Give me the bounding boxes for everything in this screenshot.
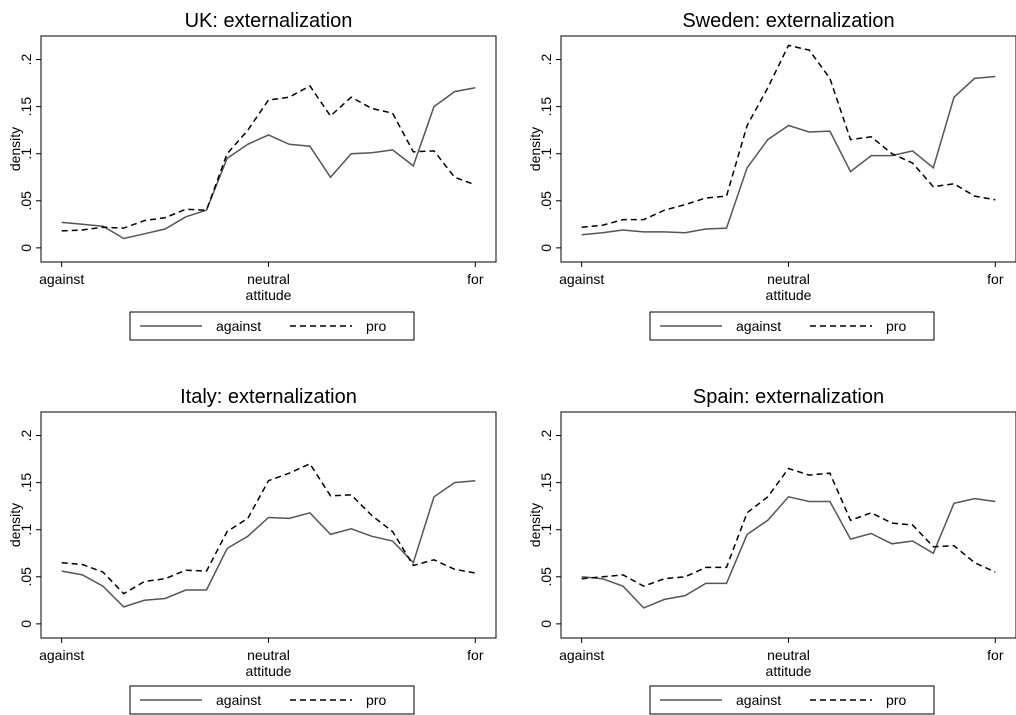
plot-frame [40, 411, 497, 639]
legend-label: pro [886, 318, 906, 334]
y-tick-label: .15 [18, 473, 34, 493]
series-line [61, 479, 476, 608]
x-tick-label: neutral [247, 647, 290, 663]
legend-label: against [736, 692, 781, 708]
y-axis-label: density [7, 127, 23, 171]
legend-label: pro [886, 692, 906, 708]
y-tick-label: 0 [18, 244, 34, 252]
chart-title: Spain: externalization [693, 386, 884, 408]
x-tick-label: for [987, 647, 1004, 663]
legend-label: against [736, 318, 781, 334]
legend-label: pro [366, 692, 386, 708]
y-axis-label: density [7, 503, 23, 547]
y-tick-label: 0 [538, 620, 554, 628]
y-tick-label: .15 [538, 97, 554, 117]
series-line [581, 75, 996, 236]
y-tick-label: .1 [538, 148, 554, 160]
x-tick-label: against [559, 647, 604, 663]
x-tick-label: against [39, 271, 84, 287]
x-axis-label: attitude [246, 663, 292, 679]
y-tick-label: .05 [18, 567, 34, 587]
series-line [61, 462, 476, 595]
series-line [61, 87, 476, 240]
plot-frame [560, 35, 1016, 263]
legend-label: against [216, 692, 261, 708]
y-tick-label: .2 [538, 429, 554, 441]
y-tick-label: .15 [538, 473, 554, 493]
y-axis-label: density [527, 127, 543, 171]
x-tick-label: neutral [767, 271, 810, 287]
y-tick-label: .05 [538, 567, 554, 587]
y-tick-label: 0 [18, 620, 34, 628]
x-tick-label: against [39, 647, 84, 663]
y-axis-label: density [527, 503, 543, 547]
x-tick-label: against [559, 271, 604, 287]
x-tick-label: neutral [767, 647, 810, 663]
y-tick-label: .2 [538, 53, 554, 65]
y-tick-label: .1 [18, 524, 34, 536]
y-tick-label: .2 [18, 429, 34, 441]
y-tick-label: .05 [18, 191, 34, 211]
x-axis-label: attitude [766, 663, 812, 679]
series-line [581, 495, 996, 609]
series-line [61, 84, 476, 232]
legend-label: against [216, 318, 261, 334]
plot-frame [560, 411, 1016, 639]
x-axis-label: attitude [246, 287, 292, 303]
x-tick-label: for [987, 271, 1004, 287]
x-axis-label: attitude [766, 287, 812, 303]
x-tick-label: for [467, 647, 484, 663]
y-tick-label: .15 [18, 97, 34, 117]
y-tick-label: 0 [538, 244, 554, 252]
plot-frame [40, 35, 497, 263]
x-tick-label: for [467, 271, 484, 287]
chart-title: UK: externalization [185, 10, 353, 32]
y-tick-label: .1 [18, 148, 34, 160]
y-tick-label: .05 [538, 191, 554, 211]
chart-title: Sweden: externalization [682, 10, 894, 32]
legend-label: pro [366, 318, 386, 334]
chart-title: Italy: externalization [180, 386, 357, 408]
series-line [581, 44, 996, 228]
y-tick-label: .2 [18, 53, 34, 65]
y-tick-label: .1 [538, 524, 554, 536]
series-line [581, 467, 996, 588]
x-tick-label: neutral [247, 271, 290, 287]
